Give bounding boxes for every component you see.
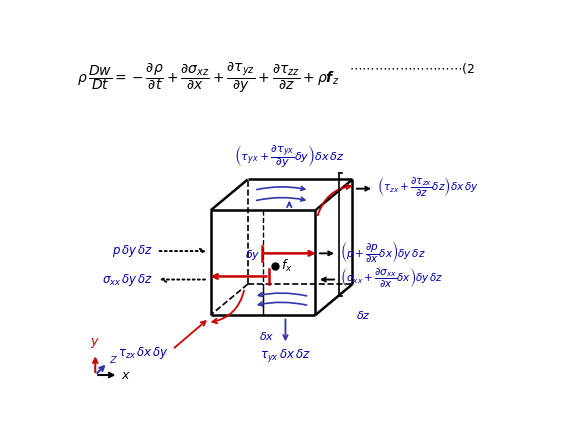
Text: $\delta x$: $\delta x$ bbox=[259, 330, 275, 342]
Text: $p\,\delta y\,\delta z$: $p\,\delta y\,\delta z$ bbox=[112, 243, 153, 259]
Text: $\left(p+\dfrac{\partial p}{\partial x}\delta x\right)\delta y\,\delta z$: $\left(p+\dfrac{\partial p}{\partial x}\… bbox=[340, 239, 426, 265]
Text: $\left(\sigma_{xx}+\dfrac{\partial\sigma_{xx}}{\partial x}\delta x\right)\delta : $\left(\sigma_{xx}+\dfrac{\partial\sigma… bbox=[340, 267, 444, 290]
Text: $f_x$: $f_x$ bbox=[281, 258, 293, 275]
Text: $\left(\tau_{yx}+\dfrac{\partial\tau_{yx}}{\partial y}\delta y\right)\delta x\,\: $\left(\tau_{yx}+\dfrac{\partial\tau_{yx… bbox=[234, 144, 345, 170]
Text: $\tau_{zx}\,\delta x\,\delta y$: $\tau_{zx}\,\delta x\,\delta y$ bbox=[118, 346, 169, 361]
Text: $\tau_{yx}\,\delta x\,\delta z$: $\tau_{yx}\,\delta x\,\delta z$ bbox=[260, 347, 311, 364]
Text: $\sigma_{xx}\,\delta y\,\delta z$: $\sigma_{xx}\,\delta y\,\delta z$ bbox=[102, 272, 153, 288]
Text: $\left(\tau_{zx}+\dfrac{\partial\tau_{zx}}{\partial z}\delta z\right)\delta x\,\: $\left(\tau_{zx}+\dfrac{\partial\tau_{zx… bbox=[377, 175, 479, 198]
Text: $\delta y$: $\delta y$ bbox=[245, 248, 260, 262]
Text: $z$: $z$ bbox=[109, 353, 118, 366]
Text: $\rho\,\dfrac{Dw}{Dt} = -\dfrac{\partial\rho}{\partial t} + \dfrac{\partial\sigm: $\rho\,\dfrac{Dw}{Dt} = -\dfrac{\partial… bbox=[77, 59, 339, 95]
Text: $y$: $y$ bbox=[91, 336, 100, 350]
Text: $x$: $x$ bbox=[122, 369, 131, 381]
Text: $\cdots\cdots\cdots\cdots\cdots\cdots\cdots\cdots\cdots(2$: $\cdots\cdots\cdots\cdots\cdots\cdots\cd… bbox=[349, 61, 475, 76]
Text: $\delta z$: $\delta z$ bbox=[356, 309, 371, 321]
